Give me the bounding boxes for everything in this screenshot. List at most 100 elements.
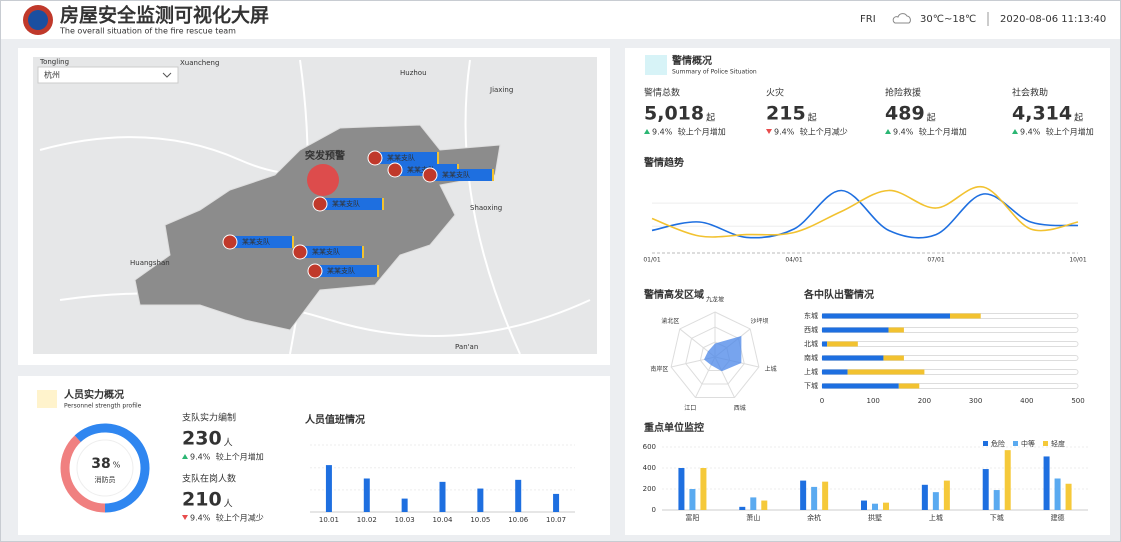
unit-badge-edge	[437, 152, 439, 164]
stat-unit: 人	[224, 438, 233, 449]
bar	[943, 480, 950, 510]
datetime: 2020-08-06 11:13:40	[1000, 14, 1106, 25]
bar	[932, 492, 939, 510]
x-tick-label: 0	[820, 397, 824, 405]
stat-value: 489	[885, 103, 925, 125]
bar-segment	[822, 327, 889, 333]
select-caret	[162, 72, 172, 78]
legend-label: 中等	[1021, 439, 1035, 448]
bar	[921, 484, 928, 510]
bar	[822, 481, 829, 510]
legend-swatch	[1043, 441, 1048, 446]
unit-badge-edge	[377, 265, 379, 277]
x-tick-label: 200	[918, 397, 931, 405]
place-label: Xuancheng	[180, 59, 219, 67]
bar-segment	[822, 369, 848, 375]
subtitle: The overall situation of the fire rescue…	[59, 27, 236, 36]
unit-badge	[430, 169, 492, 181]
stat-label: 抢险救援	[885, 87, 921, 99]
header-bar	[1, 1, 1120, 39]
stat-value: 5,018	[644, 103, 704, 125]
title: 房屋安全监测可视化大屏	[60, 4, 269, 27]
bar	[861, 500, 867, 510]
day: FRI	[860, 14, 876, 25]
stat-label: 支队在岗人数	[182, 473, 236, 485]
personnel-icon	[37, 390, 57, 408]
unit-badge	[375, 152, 437, 164]
unit-label: 某某支队	[332, 199, 360, 208]
stat-note: 较上个月增加	[1046, 127, 1094, 137]
stat-value: 4,314	[1012, 103, 1072, 125]
trend-arrow	[182, 515, 188, 520]
bar-segment	[822, 383, 899, 389]
donut-value-label: 38	[91, 456, 110, 472]
chart-title: 人员值班情况	[305, 413, 365, 426]
radar-label: 西城	[734, 405, 746, 412]
radar-label: 九龙坡	[706, 296, 724, 304]
stat-unit: 起	[927, 113, 936, 124]
x-tick-label: 萧山	[746, 513, 760, 522]
bar-segment	[888, 327, 904, 333]
weather-icon	[892, 13, 911, 24]
bar	[1043, 456, 1050, 510]
legend-swatch	[983, 441, 988, 446]
x-tick-label: 01/01	[643, 257, 660, 264]
trend-arrow	[644, 129, 650, 134]
unit-badge-edge	[492, 169, 494, 181]
bar	[993, 490, 1000, 510]
y-tick-label: 东城	[804, 311, 818, 320]
unit-label: 某某支队	[327, 266, 355, 275]
y-tick-label: 400	[643, 464, 656, 472]
donut-inner	[76, 439, 134, 497]
stat-unit: 人	[224, 499, 233, 510]
unit-badge-edge	[362, 246, 364, 258]
x-tick-label: 10/01	[1069, 257, 1086, 264]
unit-badge-edge	[292, 236, 294, 248]
unit-badge	[300, 246, 362, 258]
stat-unit: 起	[808, 113, 817, 124]
unit-badge-edge	[382, 198, 384, 210]
x-tick-label: 10.02	[357, 516, 377, 524]
unit-emblem	[292, 244, 308, 260]
bar-segment	[950, 313, 981, 319]
place-label: Huzhou	[400, 69, 427, 77]
radar-label: 渝北区	[661, 317, 679, 325]
x-tick-label: 400	[1020, 397, 1033, 405]
weather: 30℃~18℃	[920, 14, 976, 25]
y-tick-label: 下城	[804, 382, 818, 390]
x-tick-label: 04/01	[785, 257, 802, 264]
stat-label: 社会救助	[1012, 87, 1048, 99]
stat-note: 较上个月减少	[800, 127, 848, 137]
section-subtitle: Personnel strength profile	[64, 403, 142, 410]
unit-badge	[230, 236, 292, 248]
x-tick-label: 拱墅	[868, 513, 882, 522]
radar-label: 江口	[684, 405, 696, 412]
donut-label: 消防员	[95, 475, 116, 484]
chart-title: 重点单位监控	[644, 421, 704, 434]
y-tick-label: 北城	[804, 340, 818, 348]
stat-value: 210	[182, 489, 222, 511]
stat-change: 9.4%	[190, 514, 211, 523]
stat-note: 较上个月增加	[919, 127, 967, 137]
legend-label: 轻度	[1051, 439, 1065, 448]
radar-label: 南岸区	[650, 365, 668, 373]
bar	[982, 469, 989, 510]
x-tick-label: 上城	[929, 513, 943, 522]
x-tick-label: 500	[1071, 397, 1084, 405]
chart-title: 各中队出警情况	[803, 288, 874, 301]
roads	[39, 59, 591, 355]
bar-segment	[883, 355, 904, 361]
bar-segment	[822, 355, 884, 361]
stat-note: 较上个月减少	[216, 513, 264, 523]
x-tick-label: 余杭	[807, 513, 821, 522]
city-select-label: 杭州	[44, 70, 60, 80]
place-label: Pan'an	[455, 343, 478, 351]
stat-note: 较上个月增加	[216, 452, 264, 462]
unit-emblem	[222, 234, 238, 250]
stat-value: 230	[182, 428, 222, 450]
stat-change: 9.4%	[652, 128, 673, 137]
x-tick-label: 10.05	[470, 516, 490, 524]
radar-label: 上城	[765, 365, 777, 373]
x-tick-label: 富阳	[685, 513, 699, 522]
